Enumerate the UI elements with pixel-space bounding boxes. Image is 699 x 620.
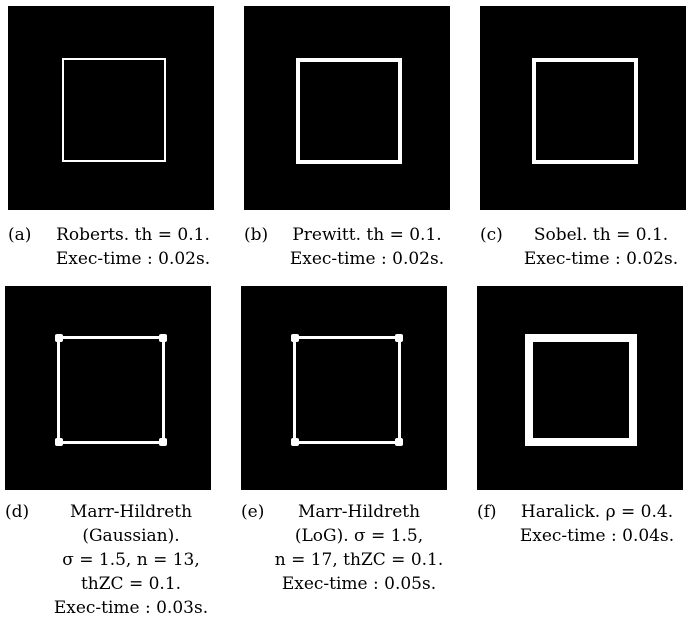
edge-image-sobel [480, 6, 686, 210]
caption-line: Exec-time : 0.02s. [55, 249, 211, 269]
caption-a: (a) Roberts. th = 0.1. Exec-time : 0.02s… [8, 223, 218, 273]
square-edge [532, 58, 638, 164]
corner-blob [55, 334, 63, 342]
caption-tag: (e) [241, 502, 265, 522]
caption-line: Roberts. th = 0.1. [56, 225, 210, 245]
caption-line: Marr-Hildreth [297, 502, 421, 522]
caption-line: Exec-time : 0.02s. [523, 249, 679, 269]
caption-line: Exec-time : 0.05s. [281, 574, 437, 594]
caption-line: thZC = 0.1. [80, 574, 182, 594]
corner-blob [395, 334, 403, 342]
square-edge [296, 58, 402, 164]
corner-blob [55, 438, 63, 446]
corner-blob [291, 334, 299, 342]
caption-e: (e) Marr-Hildreth (LoG). σ = 1.5, n = 17… [241, 500, 466, 600]
corner-blob [159, 334, 167, 342]
caption-tag: (d) [5, 502, 30, 522]
caption-line: n = 17, thZC = 0.1. [274, 550, 444, 570]
caption-line: Marr-Hildreth [69, 502, 193, 522]
square-edge [57, 336, 165, 444]
square-edge [525, 334, 637, 446]
edge-image-marr-hildreth-gaussian [5, 286, 211, 490]
caption-line: Exec-time : 0.03s. [53, 598, 209, 618]
edge-image-roberts [8, 6, 214, 210]
caption-b: (b) Prewitt. th = 0.1. Exec-time : 0.02s… [244, 223, 454, 273]
caption-f: (f) Haralick. ρ = 0.4. Exec-time : 0.04s… [477, 500, 692, 550]
edge-image-marr-hildreth-log [241, 286, 447, 490]
corner-blob [159, 438, 167, 446]
corner-blob [291, 438, 299, 446]
caption-c: (c) Sobel. th = 0.1. Exec-time : 0.02s. [480, 223, 690, 273]
caption-d: (d) Marr-Hildreth (Gaussian). σ = 1.5, n… [5, 500, 230, 620]
caption-tag: (c) [480, 225, 503, 245]
caption-tag: (a) [8, 225, 32, 245]
caption-tag: (f) [477, 502, 497, 522]
caption-line: (LoG). σ = 1.5, [294, 526, 424, 546]
caption-line: (Gaussian). [82, 526, 180, 546]
caption-line: Sobel. th = 0.1. [533, 225, 669, 245]
caption-line: Exec-time : 0.04s. [519, 526, 675, 546]
edge-image-haralick [477, 286, 683, 490]
caption-line: σ = 1.5, n = 13, [62, 550, 200, 570]
square-edge [62, 58, 166, 162]
caption-line: Haralick. ρ = 0.4. [520, 502, 674, 522]
corner-blob [395, 438, 403, 446]
square-edge [293, 336, 401, 444]
caption-tag: (b) [244, 225, 269, 245]
caption-line: Exec-time : 0.02s. [289, 249, 445, 269]
caption-line: Prewitt. th = 0.1. [292, 225, 442, 245]
edge-image-prewitt [244, 6, 450, 210]
